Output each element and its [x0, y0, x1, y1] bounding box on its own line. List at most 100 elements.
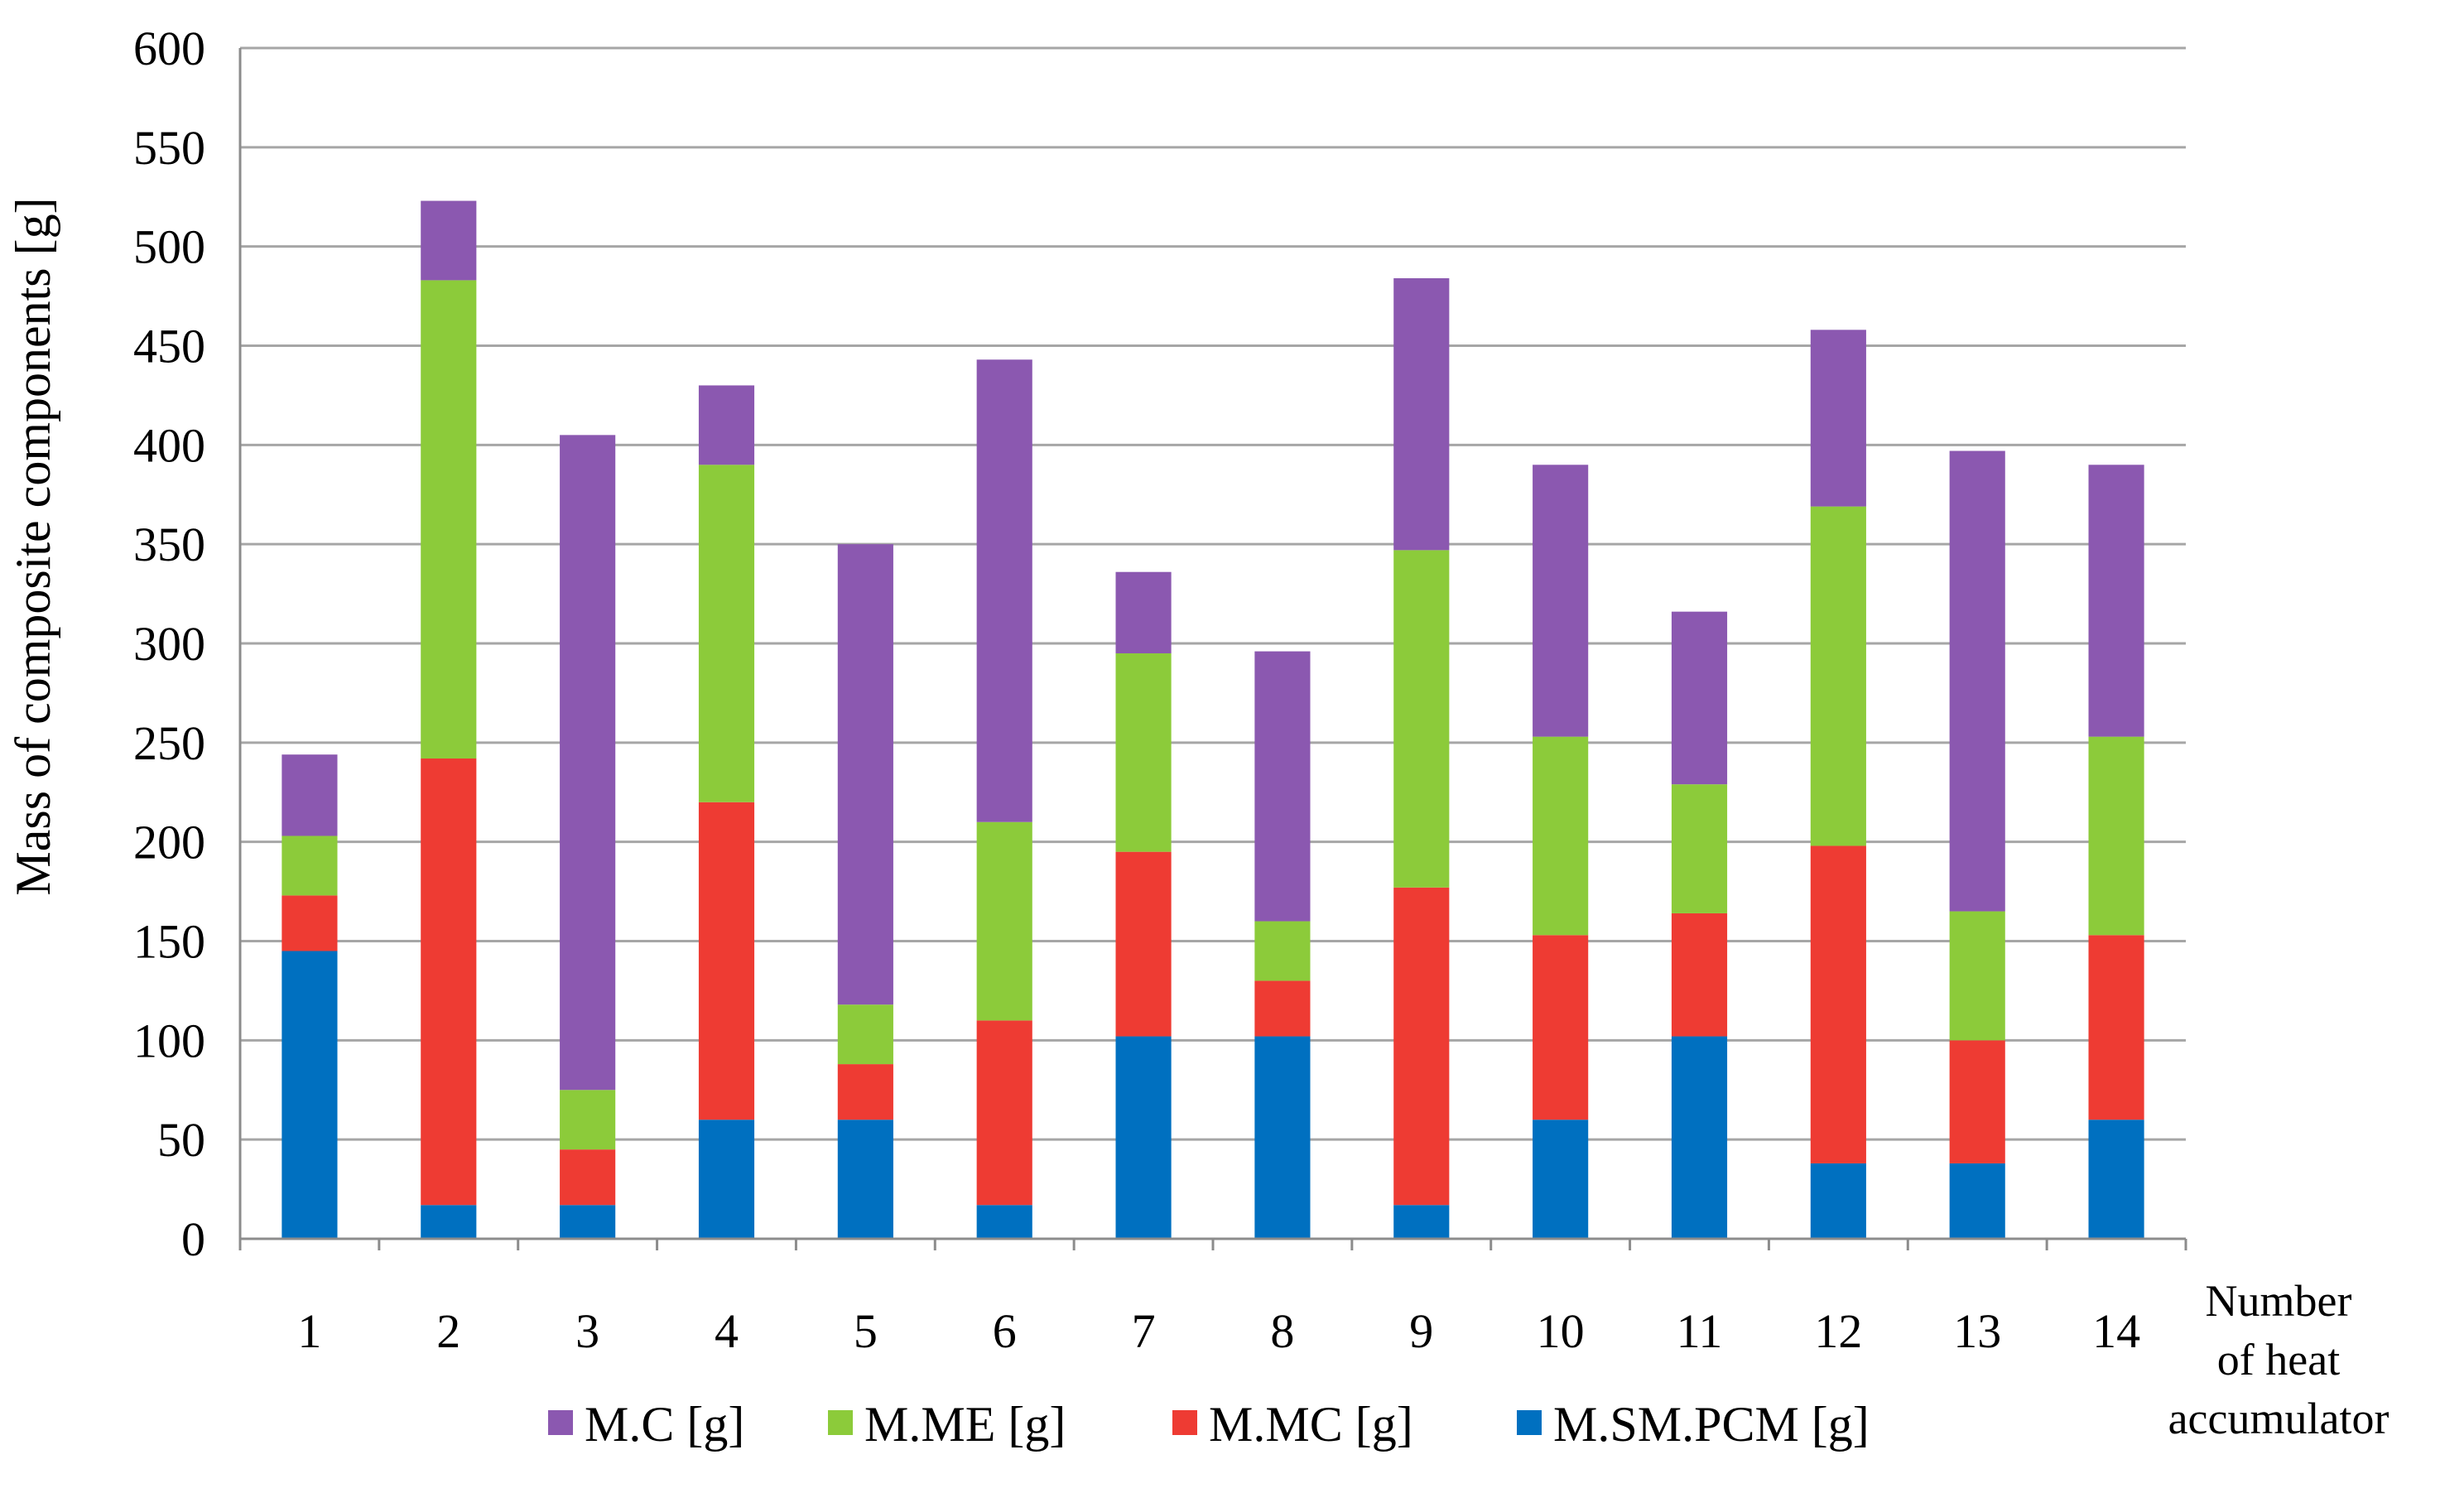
- bar-10-series-1: [1533, 935, 1589, 1120]
- y-tick-200: 200: [133, 816, 205, 869]
- bar-1-series-1: [282, 895, 338, 951]
- bar-14-series-2: [2088, 736, 2144, 936]
- bar-5-series-2: [837, 1004, 893, 1065]
- x-tick-5: 5: [854, 1304, 878, 1358]
- legend-swatch-1: [828, 1410, 853, 1435]
- bar-14-series-1: [2088, 935, 2144, 1120]
- bar-8-series-3: [1254, 651, 1311, 922]
- bar-13-series-2: [1949, 911, 2005, 1041]
- bar-3-series-3: [560, 435, 616, 1091]
- bar-10-series-2: [1533, 736, 1589, 936]
- x-tick-3: 3: [575, 1304, 599, 1358]
- legend: M.C [g] M.ME [g] M.MC [g] M.SM.PCM [g]: [548, 1397, 1870, 1452]
- bar-6-series-1: [976, 1020, 1032, 1206]
- x-tick-14: 14: [2092, 1304, 2140, 1358]
- y-tick-labels: 0 50 100 150 200 250 300 350 400 450 500 550 600: [133, 22, 205, 1266]
- bar-4-series-0: [698, 1120, 755, 1239]
- legend-label-3: M.SM.PCM [g]: [1553, 1397, 1870, 1452]
- y-axis-title: Mass of composite components [g]: [6, 197, 60, 895]
- bar-1-series-3: [282, 754, 338, 836]
- y-tick-300: 300: [133, 617, 205, 671]
- legend-label-0: M.C [g]: [585, 1397, 744, 1452]
- bar-8-series-2: [1254, 921, 1311, 981]
- bar-13-series-0: [1949, 1163, 2005, 1239]
- axes: [238, 48, 2187, 1250]
- bar-4-series-1: [698, 802, 755, 1120]
- bar-9-series-0: [1393, 1205, 1450, 1239]
- bar-4-series-3: [698, 385, 755, 465]
- legend-label-2: M.MC [g]: [1209, 1397, 1413, 1452]
- bar-4-series-2: [698, 465, 755, 802]
- x-tick-9: 9: [1409, 1304, 1433, 1358]
- bar-1-series-2: [282, 836, 338, 896]
- bar-10-series-0: [1533, 1120, 1589, 1239]
- bar-13-series-3: [1949, 450, 2005, 912]
- bar-12-series-1: [1810, 845, 1866, 1163]
- x-tick-7: 7: [1132, 1304, 1156, 1358]
- bar-2-series-0: [421, 1205, 477, 1239]
- y-tick-550: 550: [133, 121, 205, 175]
- x-tick-2: 2: [436, 1304, 460, 1358]
- bar-5-series-3: [837, 544, 893, 1005]
- y-tick-50: 50: [157, 1113, 205, 1167]
- bar-8-series-1: [1254, 980, 1311, 1037]
- gridlines: [240, 46, 2186, 1141]
- y-tick-500: 500: [133, 220, 205, 274]
- x-tick-13: 13: [1953, 1304, 2001, 1358]
- legend-swatch-0: [548, 1410, 573, 1435]
- bar-12-series-3: [1810, 330, 1866, 507]
- bar-6-series-0: [976, 1205, 1032, 1239]
- bar-14-series-0: [2088, 1120, 2144, 1239]
- bar-9-series-1: [1393, 887, 1450, 1206]
- y-tick-100: 100: [133, 1014, 205, 1067]
- y-tick-150: 150: [133, 915, 205, 969]
- bars: [282, 200, 2144, 1239]
- x-tick-11: 11: [1677, 1304, 1723, 1358]
- bar-13-series-1: [1949, 1040, 2005, 1163]
- bar-11-series-3: [1671, 611, 1728, 785]
- bar-5-series-1: [837, 1064, 893, 1120]
- x-tick-10: 10: [1537, 1304, 1585, 1358]
- bar-3-series-0: [560, 1205, 616, 1239]
- y-tick-450: 450: [133, 320, 205, 373]
- y-tick-600: 600: [133, 22, 205, 75]
- bar-11-series-1: [1671, 913, 1728, 1037]
- bar-1-series-0: [282, 951, 338, 1239]
- legend-label-1: M.ME [g]: [864, 1397, 1066, 1452]
- x-tick-1: 1: [297, 1304, 321, 1358]
- bar-11-series-0: [1671, 1036, 1728, 1239]
- y-tick-400: 400: [133, 418, 205, 472]
- x-axis-title: Number of heat accumulator: [2168, 1276, 2389, 1443]
- x-tick-4: 4: [715, 1304, 739, 1358]
- bar-7-series-3: [1115, 571, 1172, 653]
- y-tick-250: 250: [133, 716, 205, 770]
- y-tick-350: 350: [133, 518, 205, 571]
- bar-6-series-2: [976, 821, 1032, 1021]
- bar-12-series-2: [1810, 506, 1866, 846]
- bar-3-series-2: [560, 1090, 616, 1150]
- x-tick-labels: 1 2 3 4 5 6 7 8 9 10 11 12 13 14: [297, 1304, 2140, 1358]
- x-tick-8: 8: [1270, 1304, 1294, 1358]
- bar-14-series-3: [2088, 465, 2144, 737]
- legend-swatch-2: [1172, 1410, 1197, 1435]
- bar-10-series-3: [1533, 465, 1589, 737]
- bar-9-series-3: [1393, 278, 1450, 551]
- x-axis-title-line-1: Number: [2206, 1276, 2352, 1326]
- bar-2-series-1: [421, 759, 477, 1206]
- bar-2-series-3: [421, 200, 477, 281]
- bar-8-series-0: [1254, 1036, 1311, 1239]
- bar-3-series-1: [560, 1149, 616, 1206]
- legend-swatch-3: [1517, 1410, 1542, 1435]
- bar-7-series-1: [1115, 851, 1172, 1037]
- x-axis-title-line-2: of heat: [2217, 1335, 2340, 1385]
- x-axis-title-line-3: accumulator: [2168, 1394, 2389, 1443]
- bar-12-series-0: [1810, 1163, 1866, 1239]
- bar-11-series-2: [1671, 784, 1728, 913]
- bar-2-series-2: [421, 280, 477, 759]
- bar-7-series-0: [1115, 1036, 1172, 1239]
- y-tick-0: 0: [181, 1212, 205, 1266]
- x-tick-12: 12: [1814, 1304, 1862, 1358]
- x-tick-6: 6: [993, 1304, 1017, 1358]
- bar-5-series-0: [837, 1120, 893, 1239]
